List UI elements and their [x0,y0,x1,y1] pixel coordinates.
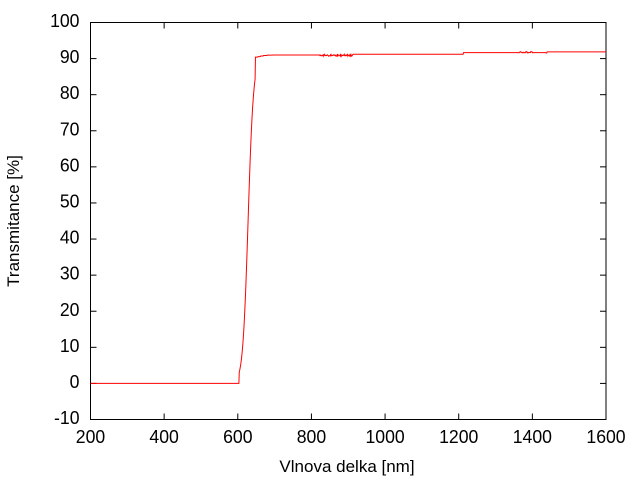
svg-text:400: 400 [149,427,179,447]
svg-text:50: 50 [60,191,80,211]
svg-text:100: 100 [50,11,80,31]
svg-text:200: 200 [76,427,106,447]
svg-text:40: 40 [60,227,80,247]
svg-text:10: 10 [60,336,80,356]
svg-text:0: 0 [70,372,80,392]
svg-text:30: 30 [60,264,80,284]
svg-text:1600: 1600 [586,427,625,447]
svg-text:800: 800 [297,427,327,447]
svg-text:70: 70 [60,119,80,139]
svg-text:1200: 1200 [439,427,478,447]
svg-text:80: 80 [60,83,80,103]
svg-text:20: 20 [60,300,80,320]
svg-text:-10: -10 [54,408,80,428]
svg-text:1000: 1000 [365,427,404,447]
svg-text:90: 90 [60,47,80,67]
svg-text:60: 60 [60,155,80,175]
svg-text:600: 600 [223,427,253,447]
svg-text:1400: 1400 [513,427,552,447]
